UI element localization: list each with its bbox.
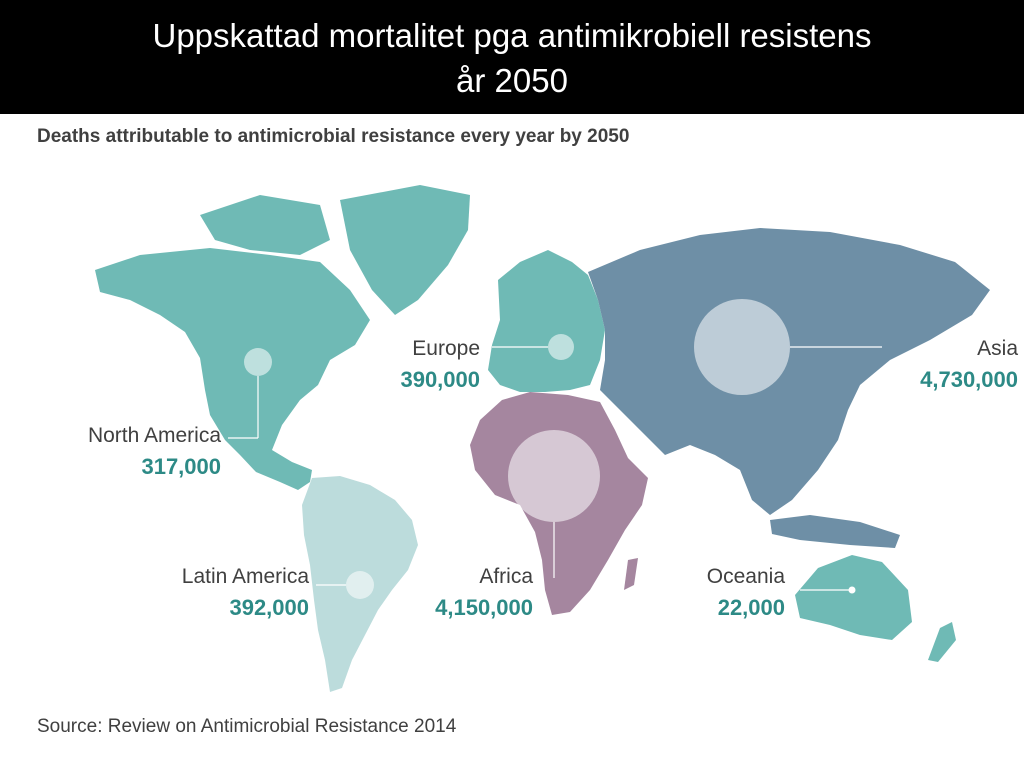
label-north-america: North America 317,000 xyxy=(88,424,221,480)
region-name: Oceania xyxy=(706,565,785,588)
oceania-marker xyxy=(848,586,856,594)
region-name: North America xyxy=(87,424,221,447)
latin-america-bubble xyxy=(346,571,374,599)
madagascar-shape xyxy=(624,558,638,590)
region-value: 392,000 xyxy=(229,595,309,620)
slide-title-line-1: Uppskattad mortalitet pga antimikrobiell… xyxy=(152,17,872,54)
slide-title-banner: Uppskattad mortalitet pga antimikrobiell… xyxy=(0,0,1024,114)
north-america-shape xyxy=(95,248,370,490)
label-latin-america: Latin America 392,000 xyxy=(182,565,309,621)
region-value: 317,000 xyxy=(141,454,221,479)
arctic-islands-shape xyxy=(200,195,330,255)
label-europe: Europe 390,000 xyxy=(400,337,480,393)
region-name: Africa xyxy=(479,565,533,588)
label-asia: Asia 4,730,000 xyxy=(920,337,1018,393)
region-name: Asia xyxy=(977,337,1018,360)
region-name: Latin America xyxy=(181,565,309,588)
north-america-bubble xyxy=(244,348,272,376)
europe-shape xyxy=(488,250,605,392)
region-value: 4,150,000 xyxy=(435,595,533,620)
africa-bubble xyxy=(508,430,600,522)
region-value: 22,000 xyxy=(717,595,785,620)
region-value: 390,000 xyxy=(400,367,480,392)
source-note: Source: Review on Antimicrobial Resistan… xyxy=(37,716,457,737)
greenland-shape xyxy=(340,185,470,315)
map-title: Deaths attributable to antimicrobial res… xyxy=(37,126,630,147)
asia-bubble xyxy=(694,299,790,395)
australia-shape xyxy=(795,555,912,640)
leader-lines xyxy=(228,346,882,591)
slide-title-line-2: år 2050 xyxy=(456,62,568,99)
region-name: Europe xyxy=(412,337,480,360)
new-zealand-shape xyxy=(928,622,956,662)
europe-bubble xyxy=(548,334,574,360)
asia-shape xyxy=(588,228,990,515)
label-africa: Africa 4,150,000 xyxy=(435,565,533,621)
label-oceania: Oceania 22,000 xyxy=(707,565,785,621)
region-value: 4,730,000 xyxy=(920,367,1018,392)
southeast-asia-islands-shape xyxy=(770,515,900,548)
